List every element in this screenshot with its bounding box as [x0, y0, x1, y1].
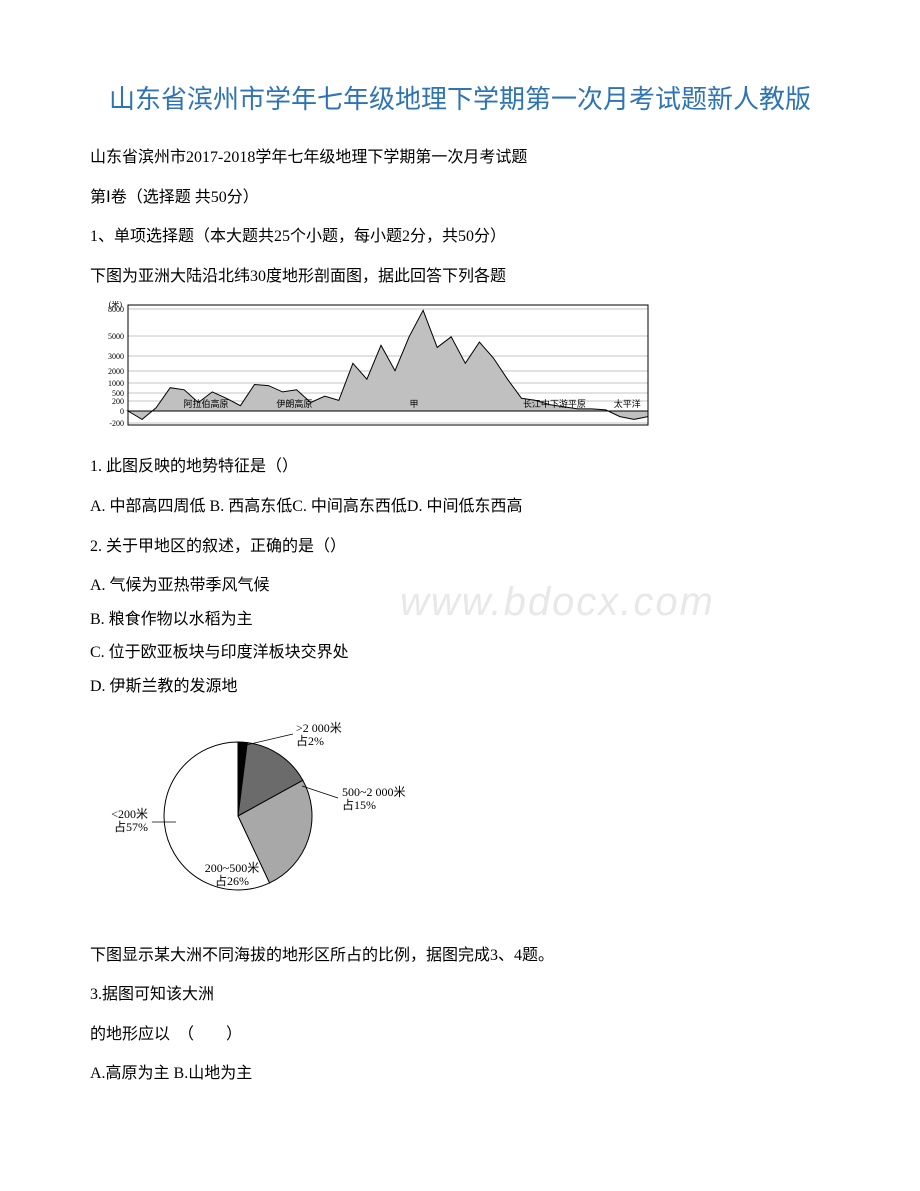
question-1-options: A. 中部高四周低 B. 西高东低C. 中间高东西低D. 中间低东西高	[90, 490, 830, 524]
document-title: 山东省滨州市学年七年级地理下学期第一次月考试题新人教版	[90, 80, 830, 119]
svg-text:占57%: 占57%	[114, 819, 148, 834]
svg-text:-200: -200	[109, 419, 124, 428]
pie-chart: >2 000米占2% 500~2 000米占15% 200~500米占26% <200…	[90, 716, 830, 921]
svg-text:长江中下游平原: 长江中下游平原	[523, 398, 586, 409]
svg-text:200~500米: 200~500米	[205, 861, 260, 875]
question-1: 1. 此图反映的地势特征是（）	[90, 450, 830, 484]
svg-text:5000: 5000	[108, 332, 124, 341]
question-2-option-d: D. 伊斯兰教的发源地	[90, 670, 830, 704]
svg-text:200: 200	[112, 397, 124, 406]
question-2: 2. 关于甲地区的叙述，正确的是（）	[90, 530, 830, 564]
svg-text:(米): (米)	[109, 301, 123, 309]
svg-text:3000: 3000	[108, 352, 124, 361]
instruction-1: 1、单项选择题（本大题共25个小题，每小题2分，共50分）	[90, 220, 830, 254]
svg-text:>2 000米: >2 000米	[296, 721, 342, 735]
question-2-option-a: A. 气候为亚热带季风气候	[90, 569, 830, 603]
question-2-option-c: C. 位于欧亚板块与印度洋板块交界处	[90, 636, 830, 670]
question-2-option-b: B. 粮食作物以水稻为主	[90, 603, 830, 637]
svg-text:<200米: <200米	[111, 807, 148, 821]
svg-text:2000: 2000	[108, 367, 124, 376]
subtitle: 山东省滨州市2017-2018学年七年级地理下学期第一次月考试题	[90, 141, 830, 175]
svg-text:占26%: 占26%	[215, 873, 249, 888]
section-header: 第Ⅰ卷（选择题 共50分）	[90, 181, 830, 215]
svg-text:0: 0	[120, 407, 124, 416]
svg-text:甲: 甲	[409, 399, 418, 409]
svg-text:太平洋: 太平洋	[614, 398, 641, 409]
svg-text:伊朗高原: 伊朗高原	[276, 398, 312, 409]
terrain-profile-chart: 800050003000200010005002000-200(米)阿拉伯高原伊…	[90, 301, 830, 436]
instruction-3: 下图显示某大洲不同海拔的地形区所占的比例，据图完成3、4题。	[90, 939, 830, 973]
question-3: 3.据图可知该大洲	[90, 978, 830, 1012]
svg-text:占15%: 占15%	[342, 797, 376, 812]
question-3-options: A.高原为主 B.山地为主	[90, 1057, 830, 1091]
question-3-sub: 的地形应以 （ ）	[90, 1018, 830, 1052]
svg-text:1000: 1000	[108, 379, 124, 388]
svg-text:占2%: 占2%	[296, 733, 324, 748]
svg-text:500~2 000米: 500~2 000米	[342, 785, 406, 799]
instruction-2: 下图为亚洲大陆沿北纬30度地形剖面图，据此回答下列各题	[90, 260, 830, 294]
svg-text:阿拉伯高原: 阿拉伯高原	[183, 398, 228, 409]
